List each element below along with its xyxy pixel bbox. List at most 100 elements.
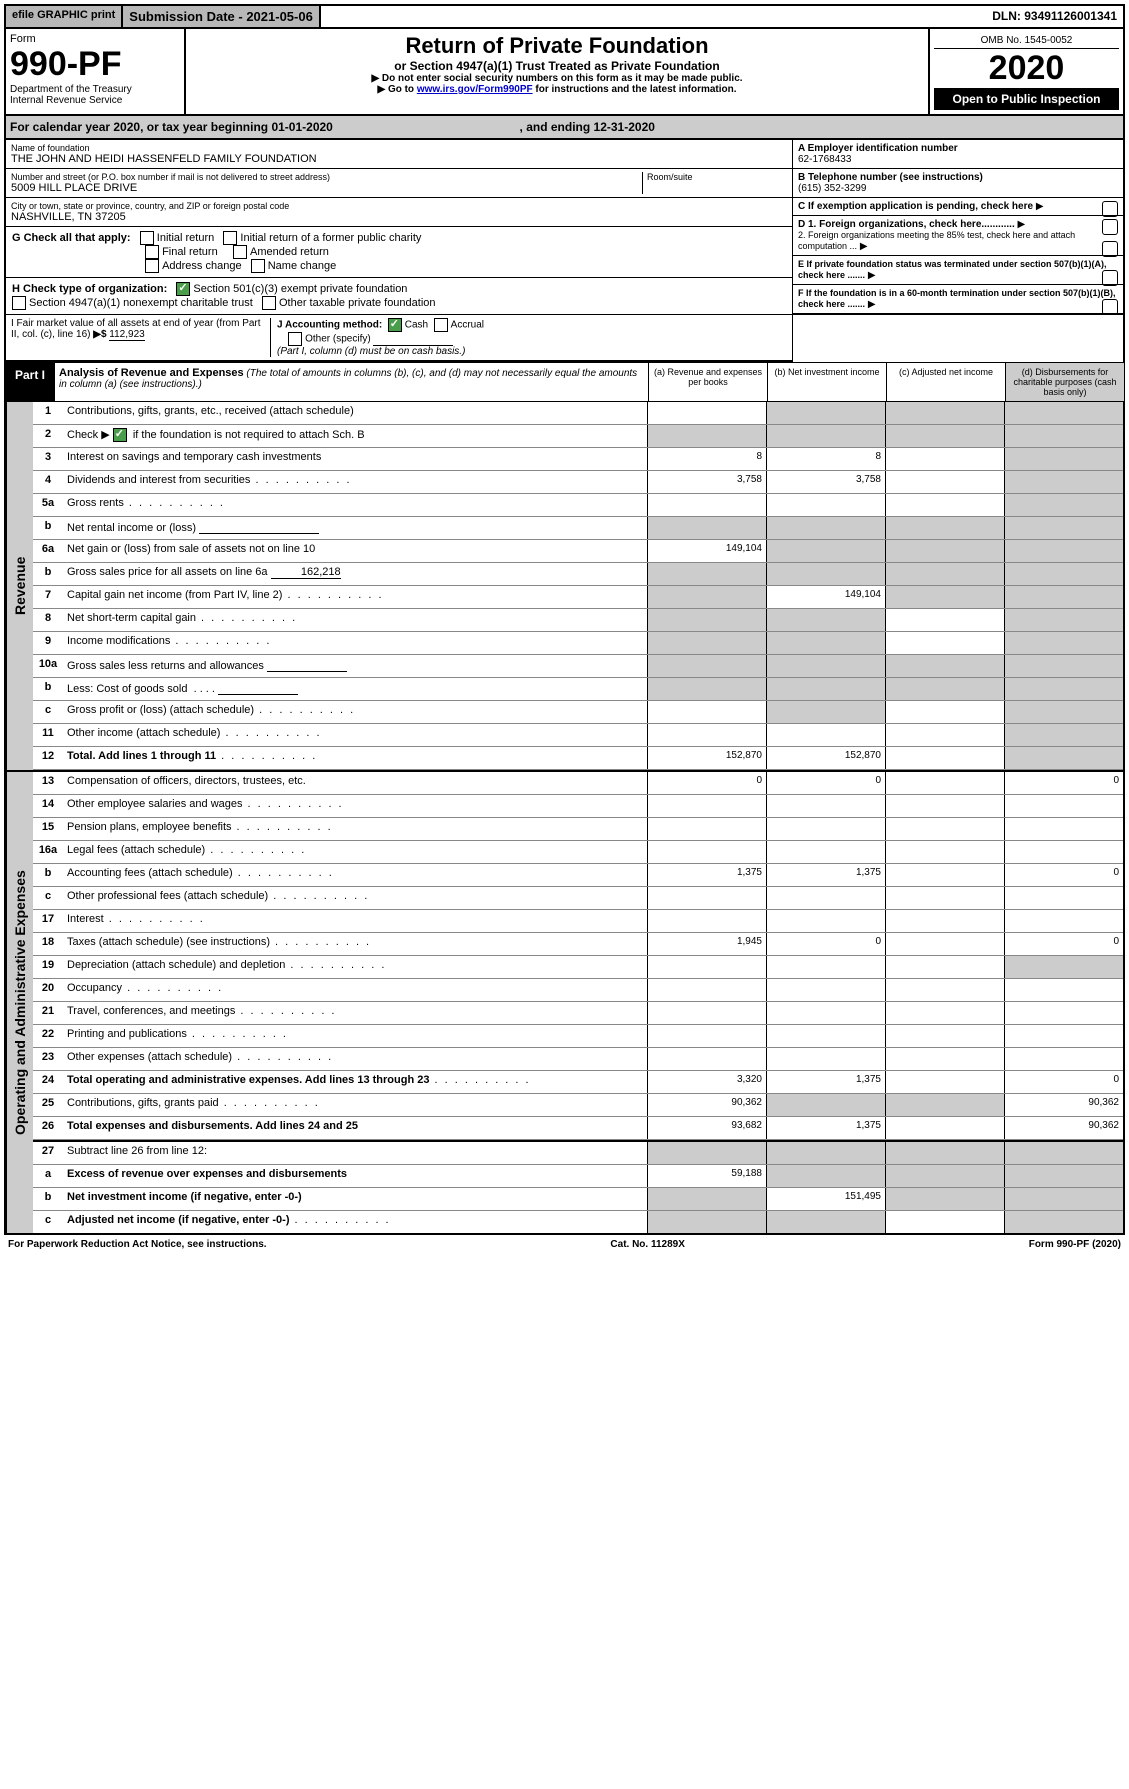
d1-label: D 1. Foreign organizations, check here..… xyxy=(798,219,1015,230)
cb-final[interactable] xyxy=(145,245,159,259)
l12-text: Total. Add lines 1 through 11 xyxy=(67,750,216,762)
cb-name-change[interactable] xyxy=(251,259,265,273)
v26d: 90,362 xyxy=(1004,1117,1123,1139)
line-11: Other income (attach schedule) xyxy=(63,724,647,746)
open-inspection: Open to Public Inspection xyxy=(934,88,1119,110)
line-5a: Gross rents xyxy=(63,494,647,516)
line-23: Other expenses (attach schedule) xyxy=(63,1048,647,1070)
top-bar: efile GRAPHIC print Submission Date - 20… xyxy=(4,4,1125,29)
line-8: Net short-term capital gain xyxy=(63,609,647,631)
addr-label: Number and street (or P.O. box number if… xyxy=(11,172,642,182)
line-19: Depreciation (attach schedule) and deple… xyxy=(63,956,647,978)
cb-c[interactable] xyxy=(1102,201,1118,217)
cb-amended[interactable] xyxy=(233,245,247,259)
cb-initial-former[interactable] xyxy=(223,231,237,245)
line-16a: Legal fees (attach schedule) xyxy=(63,841,647,863)
cb-d2[interactable] xyxy=(1102,241,1118,257)
g-label: G Check all that apply: xyxy=(12,232,131,244)
g-initial-former: Initial return of a former public charit… xyxy=(240,232,421,244)
section-g: G Check all that apply: Initial return I… xyxy=(6,227,792,278)
cb-e[interactable] xyxy=(1102,270,1118,286)
cb-501c3[interactable] xyxy=(176,282,190,296)
cal-mid: , and ending xyxy=(520,120,594,134)
tel-cell: B Telephone number (see instructions) (6… xyxy=(793,169,1123,198)
col-d-head: (d) Disbursements for charitable purpose… xyxy=(1005,363,1124,401)
efile-label: efile GRAPHIC print xyxy=(6,6,123,27)
part1-tab: Part I xyxy=(5,363,55,401)
h-4947: Section 4947(a)(1) nonexempt charitable … xyxy=(29,297,253,309)
foundation-name: THE JOHN AND HEIDI HASSENFELD FAMILY FOU… xyxy=(11,153,787,165)
cb-initial[interactable] xyxy=(140,231,154,245)
v13b: 0 xyxy=(766,772,885,794)
form-word: Form xyxy=(10,33,180,45)
line-17: Interest xyxy=(63,910,647,932)
cb-other-method[interactable] xyxy=(288,332,302,346)
col-b-head: (b) Net investment income xyxy=(767,363,886,401)
irs-link[interactable]: www.irs.gov/Form990PF xyxy=(417,84,533,95)
j-note: (Part I, column (d) must be on cash basi… xyxy=(277,346,465,357)
form-header: Form 990-PF Department of the Treasury I… xyxy=(4,29,1125,116)
v26b: 1,375 xyxy=(766,1117,885,1139)
line-26: Total expenses and disbursements. Add li… xyxy=(63,1117,647,1139)
cb-4947[interactable] xyxy=(12,296,26,310)
g-addr-change: Address change xyxy=(162,260,242,272)
dept: Department of the Treasury xyxy=(10,84,180,95)
v3a: 8 xyxy=(647,448,766,470)
l27b-text: Net investment income (if negative, ente… xyxy=(67,1191,302,1203)
fmv-value: 112,923 xyxy=(109,329,144,341)
line-3: Interest on savings and temporary cash i… xyxy=(63,448,647,470)
v3b: 8 xyxy=(766,448,885,470)
v18a: 1,945 xyxy=(647,933,766,955)
calendar-year-row: For calendar year 2020, or tax year begi… xyxy=(4,116,1125,140)
expenses-table: Operating and Administrative Expenses 13… xyxy=(4,772,1125,1235)
header-right: OMB No. 1545-0052 2020 Open to Public In… xyxy=(930,29,1123,114)
l10a-box xyxy=(267,658,347,672)
l26-text: Total expenses and disbursements. Add li… xyxy=(67,1120,358,1132)
g-final: Final return xyxy=(162,246,218,258)
v26a: 93,682 xyxy=(647,1117,766,1139)
submission-date: Submission Date - 2021-05-06 xyxy=(123,6,321,27)
footer-left: For Paperwork Reduction Act Notice, see … xyxy=(8,1239,267,1250)
col-a-head: (a) Revenue and expenses per books xyxy=(648,363,767,401)
l5b-text: Net rental income or (loss) xyxy=(67,522,196,534)
cb-d1[interactable] xyxy=(1102,219,1118,235)
v16bb: 1,375 xyxy=(766,864,885,886)
line-16b: Accounting fees (attach schedule) xyxy=(63,864,647,886)
v27b: 151,495 xyxy=(766,1188,885,1210)
header-center: Return of Private Foundation or Section … xyxy=(186,29,930,114)
j-accrual: Accrual xyxy=(451,320,484,331)
l5b-box xyxy=(199,520,319,534)
v18b: 0 xyxy=(766,933,885,955)
line-27b: Net investment income (if negative, ente… xyxy=(63,1188,647,1210)
line-16c: Other professional fees (attach schedule… xyxy=(63,887,647,909)
city-cell: City or town, state or province, country… xyxy=(6,198,792,227)
l27c-text: Adjusted net income (if negative, enter … xyxy=(67,1214,289,1226)
header-left: Form 990-PF Department of the Treasury I… xyxy=(6,29,186,114)
street-address: 5009 HILL PLACE DRIVE xyxy=(11,182,642,194)
h-label: H Check type of organization: xyxy=(12,283,167,295)
cb-schb[interactable] xyxy=(113,428,127,442)
cb-addr-change[interactable] xyxy=(145,259,159,273)
cb-accrual[interactable] xyxy=(434,318,448,332)
form-number: 990-PF xyxy=(10,45,180,84)
tel-value: (615) 352-3299 xyxy=(798,183,866,194)
foundation-name-cell: Name of foundation THE JOHN AND HEIDI HA… xyxy=(6,140,792,169)
line-1: Contributions, gifts, grants, etc., rece… xyxy=(63,402,647,424)
cb-f[interactable] xyxy=(1102,299,1118,315)
cb-cash[interactable] xyxy=(388,318,402,332)
instr-2: ▶ Go to www.irs.gov/Form990PF for instru… xyxy=(190,84,924,95)
line-18: Taxes (attach schedule) (see instruction… xyxy=(63,933,647,955)
page-footer: For Paperwork Reduction Act Notice, see … xyxy=(4,1235,1125,1254)
section-ij: I Fair market value of all assets at end… xyxy=(6,315,792,362)
section-h: H Check type of organization: Section 50… xyxy=(6,278,792,315)
cal-begin: 01-01-2020 xyxy=(271,120,332,134)
e-label: E If private foundation status was termi… xyxy=(798,259,1107,280)
v4b: 3,758 xyxy=(766,471,885,493)
c-cell: C If exemption application is pending, c… xyxy=(793,198,1123,216)
line-10b: Less: Cost of goods sold . . . . xyxy=(63,678,647,700)
cal-end: 12-31-2020 xyxy=(594,120,655,134)
cb-other-tax[interactable] xyxy=(262,296,276,310)
f-label: F If the foundation is in a 60-month ter… xyxy=(798,288,1116,309)
line-21: Travel, conferences, and meetings xyxy=(63,1002,647,1024)
j-label: J Accounting method: xyxy=(277,320,382,331)
